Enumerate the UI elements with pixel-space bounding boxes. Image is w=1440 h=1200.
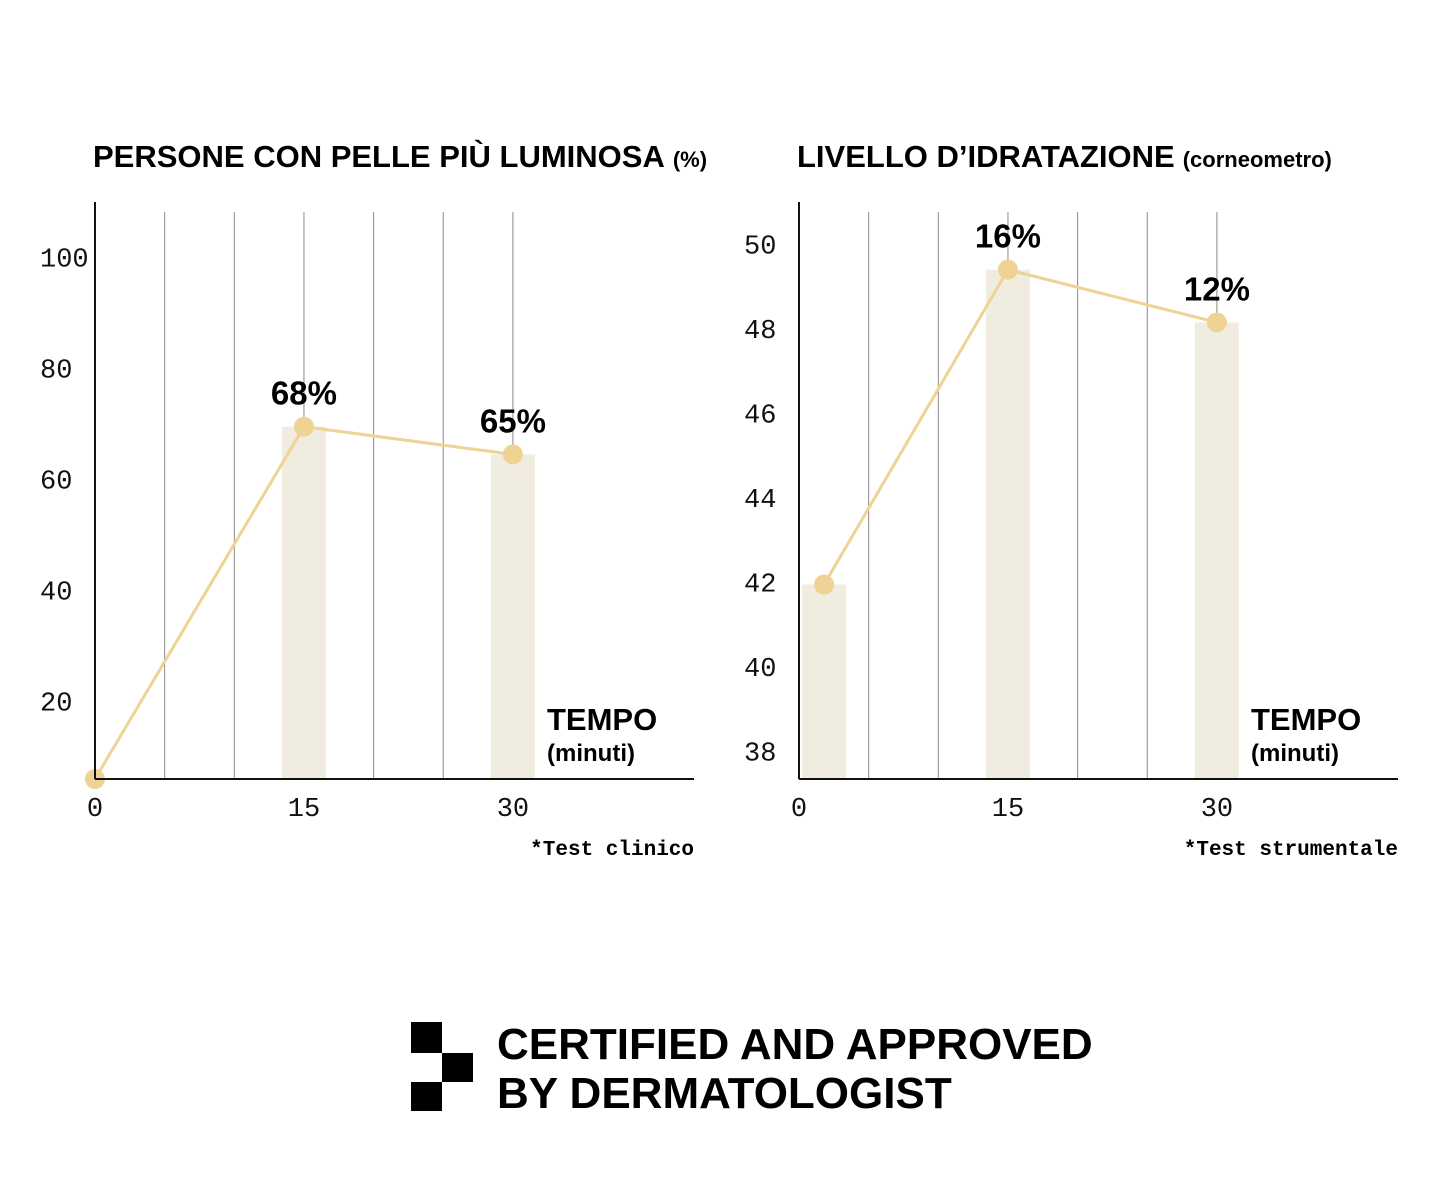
grid-lines <box>164 212 514 779</box>
data-labels: 68% 65% <box>271 375 546 440</box>
y-tick-labels: 38 40 42 44 46 48 50 <box>744 232 776 769</box>
x-tick-labels: 0 15 30 <box>87 795 529 825</box>
y-tick-label: 50 <box>744 232 776 262</box>
y-tick-label: 44 <box>744 486 776 516</box>
data-label: 16% <box>975 218 1041 255</box>
chart-title: LIVELLO D’IDRATAZIONE (corneometro) <box>797 139 1332 174</box>
y-tick-labels: 20 40 60 80 100 <box>40 245 89 719</box>
x-axis-label: TEMPO <box>1251 702 1361 737</box>
chart-title: PERSONE CON PELLE PIÙ LUMINOSA (%) <box>93 138 707 174</box>
y-tick-label: 40 <box>40 578 72 608</box>
axes <box>798 202 1398 780</box>
axes <box>94 202 694 780</box>
data-label: 65% <box>480 402 546 439</box>
certification-line-2: BY DERMATOLOGIST <box>497 1069 952 1118</box>
x-axis-unit: (minuti) <box>547 740 635 767</box>
x-tick-labels: 0 15 30 <box>791 795 1233 825</box>
y-tick-label: 40 <box>744 655 776 685</box>
bar <box>985 269 1030 779</box>
x-tick-label: 15 <box>288 795 320 825</box>
y-tick-label: 38 <box>744 740 776 770</box>
data-point <box>293 416 314 437</box>
checkered-squares-icon <box>411 1022 473 1111</box>
data-label: 68% <box>271 375 337 412</box>
x-tick-label: 30 <box>497 795 529 825</box>
footnote: *Test strumentale <box>1184 839 1398 862</box>
series-line <box>85 416 523 789</box>
series-line <box>814 259 1227 595</box>
chart-hydration: LIVELLO D’IDRATAZIONE (corneometro) 38 40 4… <box>744 139 1398 862</box>
y-tick-label: 60 <box>40 467 72 497</box>
data-point <box>997 259 1018 280</box>
bars <box>281 426 535 779</box>
chart-luminosity: PERSONE CON PELLE PIÙ LUMINOSA (%) 20 40 60… <box>40 138 707 862</box>
bar <box>490 454 535 779</box>
y-tick-label: 46 <box>744 401 776 431</box>
x-tick-label: 0 <box>87 795 103 825</box>
certification-badge: CERTIFIED AND APPROVED BY DERMATOLOGIST <box>411 1020 1093 1118</box>
data-point <box>814 574 835 595</box>
y-tick-label: 100 <box>40 245 89 275</box>
grid-lines <box>868 212 1218 779</box>
x-tick-label: 0 <box>791 795 807 825</box>
x-tick-label: 30 <box>1201 795 1233 825</box>
bar <box>1194 322 1239 779</box>
y-tick-label: 42 <box>744 570 776 600</box>
data-label: 12% <box>1184 270 1250 307</box>
data-labels: 16% 12% <box>975 218 1250 308</box>
bar <box>802 584 847 779</box>
x-tick-label: 15 <box>992 795 1024 825</box>
x-axis-unit: (minuti) <box>1251 740 1339 767</box>
data-point <box>1206 312 1227 333</box>
y-tick-label: 20 <box>40 689 72 719</box>
bars <box>802 269 1239 779</box>
footnote: *Test clinico <box>530 839 694 862</box>
y-tick-label: 48 <box>744 317 776 347</box>
data-point <box>502 444 523 465</box>
bar <box>281 426 326 779</box>
y-tick-label: 80 <box>40 356 72 386</box>
x-axis-label: TEMPO <box>547 702 657 737</box>
certification-line-1: CERTIFIED AND APPROVED <box>497 1020 1093 1069</box>
